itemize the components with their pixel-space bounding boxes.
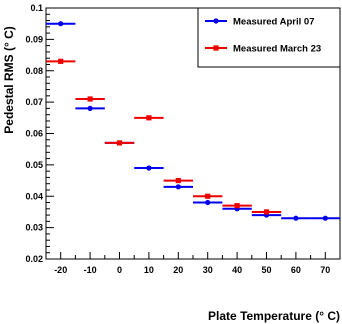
y-tick-label: 0.02 [25, 254, 43, 264]
x-tick-label: 50 [261, 265, 271, 275]
data-point [234, 203, 240, 209]
legend-label: Measured March 23 [233, 44, 321, 55]
y-tick-label: 0.06 [25, 129, 43, 139]
x-tick-label: 40 [232, 265, 242, 275]
x-tick-label: 60 [291, 265, 301, 275]
x-axis-label: Plate Temperature (° C) [208, 309, 340, 323]
x-tick-label: 20 [173, 265, 183, 275]
y-tick-label: 0.1 [30, 3, 43, 13]
x-tick-label: 30 [203, 265, 213, 275]
y-tick-label: 0.09 [25, 34, 43, 44]
data-point [146, 165, 152, 171]
x-tick-label: 10 [144, 265, 154, 275]
x-tick-label: -10 [84, 265, 97, 275]
y-tick-label: 0.07 [25, 97, 43, 107]
y-axis-label: Pedestal RMS (° C) [2, 26, 16, 133]
data-point [58, 58, 64, 64]
data-point [175, 184, 181, 190]
data-point [205, 193, 211, 199]
data-point [322, 215, 328, 221]
x-tick-label: -20 [54, 265, 67, 275]
legend: Measured April 07 Measured March 23 [197, 7, 341, 68]
series-2 [46, 58, 282, 215]
legend-marker [213, 18, 219, 24]
data-point [58, 21, 64, 27]
data-point [205, 199, 211, 206]
y-tick-label: 0.05 [25, 160, 43, 170]
data-point [293, 215, 299, 221]
data-point [175, 177, 181, 184]
data-point [87, 96, 93, 102]
data-point [116, 140, 123, 146]
legend-marker [213, 45, 219, 51]
x-tick-label: 70 [320, 265, 330, 275]
x-axis-ticks: -20 -10 0 10 20 30 40 50 60 70 [45, 252, 341, 275]
y-tick-label: 0.04 [25, 191, 43, 201]
y-axis-ticks: 0.02 0.03 0.04 0.05 0.06 0.07 0.08 0.09 0.1 [25, 3, 54, 264]
legend-label: Measured April 07 [233, 17, 314, 28]
series-layer [46, 21, 340, 221]
y-tick-label: 0.08 [25, 66, 43, 76]
x-tick-label: 0 [117, 265, 122, 275]
data-point [263, 209, 270, 215]
legend-box [197, 7, 341, 68]
y-tick-label: 0.03 [25, 223, 43, 233]
data-point [146, 115, 152, 121]
y-minor-ticks [46, 13, 50, 254]
data-point [87, 105, 93, 111]
